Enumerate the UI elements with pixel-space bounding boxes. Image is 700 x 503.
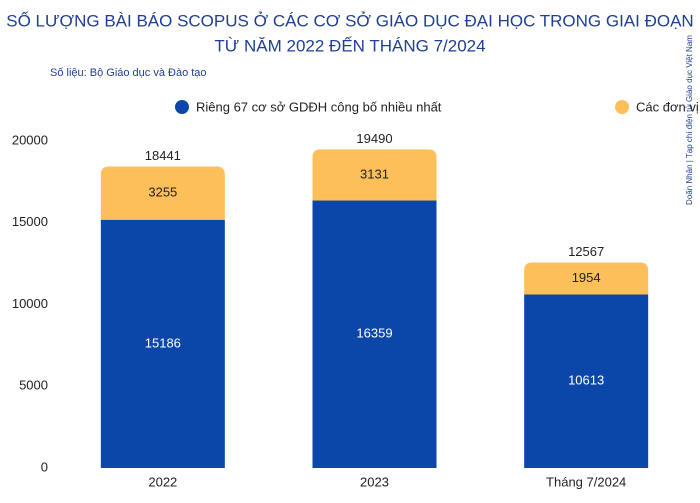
credit: Doãn Nhân | Tạp chí điện tử Giáo dục Việ… (685, 35, 694, 205)
legend-swatch (175, 100, 189, 114)
data-label: 15186 (145, 335, 181, 350)
total-label: 12567 (568, 244, 604, 259)
bar-segment (312, 200, 437, 469)
source: Số liệu: Bộ Giáo dục và Đào tạo (50, 67, 207, 79)
chart-title: TỪ NĂM 2022 ĐẾN THÁNG 7/2024 (214, 36, 485, 55)
y-tick-label: 15000 (12, 214, 48, 229)
y-tick-label: 0 (41, 459, 48, 474)
chart-title: SỐ LƯỢNG BÀI BÁO SCOPUS Ở CÁC CƠ SỞ GIÁO… (6, 10, 693, 30)
legend-swatch (615, 100, 629, 114)
data-label: 3131 (360, 166, 389, 181)
y-tick-label: 20000 (12, 132, 48, 147)
bar-segment (100, 166, 225, 220)
x-tick-label: 2022 (148, 474, 177, 489)
total-label: 19490 (356, 131, 392, 146)
x-tick-label: 2023 (360, 474, 389, 489)
total-label: 18441 (145, 148, 181, 163)
legend-label: Riêng 67 cơ sở GDĐH công bố nhiều nhất (196, 99, 442, 114)
y-tick-label: 10000 (12, 296, 48, 311)
bar-segment (100, 219, 225, 468)
legend-label: Các đơn vị còn lại (636, 99, 700, 114)
bar-segment (312, 149, 437, 201)
data-label: 10613 (568, 373, 604, 388)
bar-segment (524, 294, 649, 468)
bar-segment (524, 262, 649, 295)
x-tick-label: Tháng 7/2024 (546, 474, 626, 489)
data-label: 3255 (148, 185, 177, 200)
y-tick-label: 5000 (19, 378, 48, 393)
data-label: 16359 (356, 326, 392, 341)
data-label: 1954 (572, 270, 601, 285)
